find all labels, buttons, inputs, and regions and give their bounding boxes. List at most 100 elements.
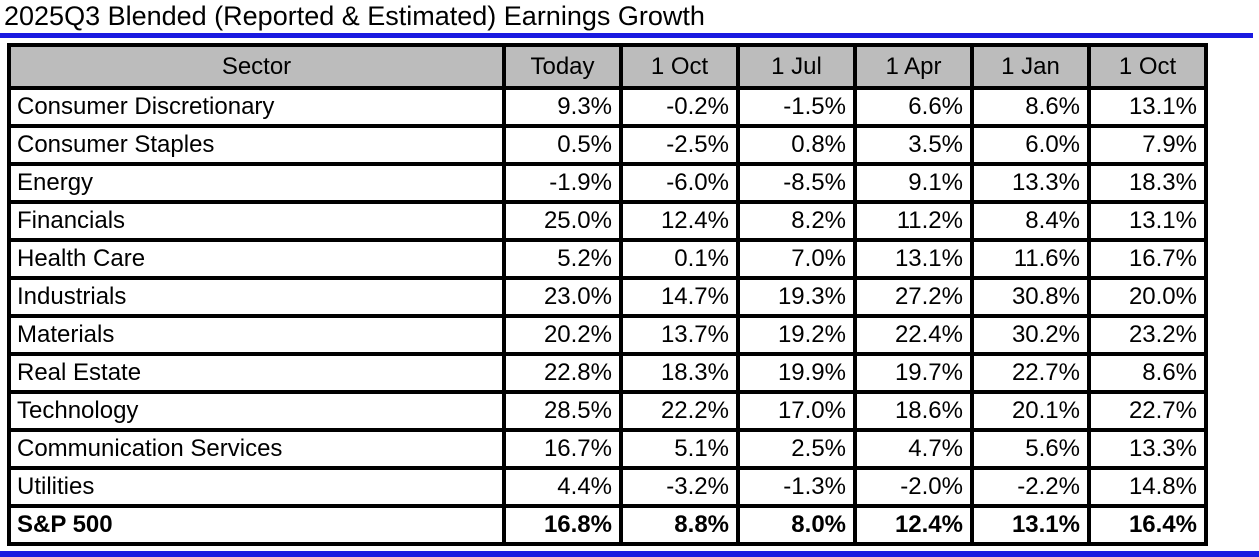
header-row: Sector Today 1 Oct 1 Jul 1 Apr 1 Jan 1 Oct [7, 43, 1208, 90]
sector-cell: Financials [7, 200, 506, 242]
sector-cell: Consumer Discretionary [7, 86, 506, 128]
value-cell: 16.7% [1087, 238, 1208, 280]
page-title: 2025Q3 Blended (Reported & Estimated) Ea… [4, 1, 705, 31]
table-row: Energy -1.9% -6.0% -8.5% 9.1% 13.3% 18.3% [7, 162, 1208, 204]
value-cell: 19.7% [853, 352, 974, 394]
value-cell: 20.1% [970, 390, 1091, 432]
value-cell: 7.0% [736, 238, 857, 280]
value-cell: 0.8% [736, 124, 857, 166]
table-row: Materials 20.2% 13.7% 19.2% 22.4% 30.2% 23.2% [7, 314, 1208, 356]
table-body: Consumer Discretionary 9.3% -0.2% -1.5% 6.6%… [7, 86, 1208, 546]
value-cell: 11.6% [970, 238, 1091, 280]
value-cell: -1.5% [736, 86, 857, 128]
value-cell: 14.8% [1087, 466, 1208, 508]
value-cell: 9.3% [502, 86, 623, 128]
value-cell: 19.9% [736, 352, 857, 394]
value-cell: 18.3% [619, 352, 740, 394]
value-cell: -2.2% [970, 466, 1091, 508]
sector-cell: Health Care [7, 238, 506, 280]
value-cell: 2.5% [736, 428, 857, 470]
value-cell: 22.2% [619, 390, 740, 432]
sector-cell: Communication Services [7, 428, 506, 470]
value-cell: 13.7% [619, 314, 740, 356]
value-cell: 20.0% [1087, 276, 1208, 318]
value-cell: 8.6% [1087, 352, 1208, 394]
value-cell: 13.1% [1087, 86, 1208, 128]
value-cell: 12.4% [619, 200, 740, 242]
table-row: Technology 28.5% 22.2% 17.0% 18.6% 20.1% 22.7% [7, 390, 1208, 432]
value-cell: -3.2% [619, 466, 740, 508]
value-cell: 16.4% [1087, 504, 1208, 546]
value-cell: 23.2% [1087, 314, 1208, 356]
value-cell: 12.4% [853, 504, 974, 546]
value-cell: -8.5% [736, 162, 857, 204]
value-cell: 18.3% [1087, 162, 1208, 204]
value-cell: 6.0% [970, 124, 1091, 166]
value-cell: 16.7% [502, 428, 623, 470]
value-cell: 22.8% [502, 352, 623, 394]
value-cell: 8.0% [736, 504, 857, 546]
value-cell: 13.1% [970, 504, 1091, 546]
value-cell: 5.1% [619, 428, 740, 470]
table-row: Consumer Staples 0.5% -2.5% 0.8% 3.5% 6.0% 7.9… [7, 124, 1208, 166]
column-header: 1 Jan [970, 43, 1091, 90]
column-header: 1 Jul [736, 43, 857, 90]
value-cell: 3.5% [853, 124, 974, 166]
value-cell: 16.8% [502, 504, 623, 546]
table-row: Utilities 4.4% -3.2% -1.3% -2.0% -2.2% 14.8% [7, 466, 1208, 508]
sector-cell: S&P 500 [7, 504, 506, 546]
value-cell: 4.4% [502, 466, 623, 508]
value-cell: -2.5% [619, 124, 740, 166]
table-row: Financials 25.0% 12.4% 8.2% 11.2% 8.4% 13.1% [7, 200, 1208, 242]
sector-cell: Industrials [7, 276, 506, 318]
table-row: S&P 500 16.8% 8.8% 8.0% 12.4% 13.1% 16.4% [7, 504, 1208, 546]
sector-cell: Real Estate [7, 352, 506, 394]
value-cell: 13.3% [1087, 428, 1208, 470]
sector-cell: Utilities [7, 466, 506, 508]
value-cell: 8.6% [970, 86, 1091, 128]
table-row: Real Estate 22.8% 18.3% 19.9% 19.7% 22.7% 8.6% [7, 352, 1208, 394]
value-cell: 20.2% [502, 314, 623, 356]
column-header: Sector [7, 43, 506, 90]
value-cell: 4.7% [853, 428, 974, 470]
value-cell: 8.4% [970, 200, 1091, 242]
value-cell: 8.2% [736, 200, 857, 242]
earnings-growth-table: Sector Today 1 Oct 1 Jul 1 Apr 1 Jan 1 Oct Con… [7, 43, 1208, 546]
column-header: 1 Oct [1087, 43, 1208, 90]
value-cell: 13.1% [853, 238, 974, 280]
value-cell: 6.6% [853, 86, 974, 128]
value-cell: 0.5% [502, 124, 623, 166]
sector-cell: Technology [7, 390, 506, 432]
value-cell: 30.8% [970, 276, 1091, 318]
table-row: Industrials 23.0% 14.7% 19.3% 27.2% 30.8% 20.0… [7, 276, 1208, 318]
value-cell: -2.0% [853, 466, 974, 508]
value-cell: 17.0% [736, 390, 857, 432]
value-cell: 18.6% [853, 390, 974, 432]
value-cell: 13.3% [970, 162, 1091, 204]
table-row: Health Care 5.2% 0.1% 7.0% 13.1% 11.6% 16.7% [7, 238, 1208, 280]
sector-cell: Energy [7, 162, 506, 204]
sector-cell: Consumer Staples [7, 124, 506, 166]
value-cell: 25.0% [502, 200, 623, 242]
value-cell: 7.9% [1087, 124, 1208, 166]
value-cell: 8.8% [619, 504, 740, 546]
value-cell: 28.5% [502, 390, 623, 432]
column-header: Today [502, 43, 623, 90]
value-cell: -1.3% [736, 466, 857, 508]
value-cell: 14.7% [619, 276, 740, 318]
value-cell: 11.2% [853, 200, 974, 242]
value-cell: 27.2% [853, 276, 974, 318]
value-cell: 9.1% [853, 162, 974, 204]
value-cell: 30.2% [970, 314, 1091, 356]
value-cell: 5.2% [502, 238, 623, 280]
value-cell: 23.0% [502, 276, 623, 318]
column-header: 1 Oct [619, 43, 740, 90]
value-cell: 13.1% [1087, 200, 1208, 242]
value-cell: 0.1% [619, 238, 740, 280]
value-cell: -1.9% [502, 162, 623, 204]
table-row: Consumer Discretionary 9.3% -0.2% -1.5% 6.6%… [7, 86, 1208, 128]
title-underline-divider [0, 33, 1253, 38]
column-header: 1 Apr [853, 43, 974, 90]
value-cell: -6.0% [619, 162, 740, 204]
table-row: Communication Services 16.7% 5.1% 2.5% 4.7% 5… [7, 428, 1208, 470]
